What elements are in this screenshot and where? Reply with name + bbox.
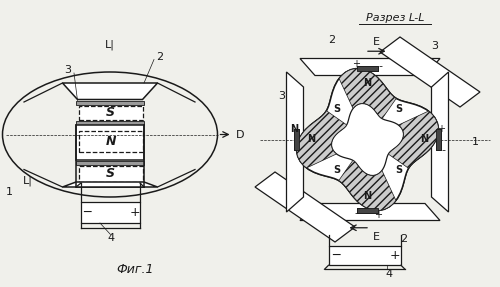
Text: N: N [364,78,372,88]
Text: +: + [390,249,400,262]
Text: S: S [395,165,402,175]
Polygon shape [296,69,438,210]
Text: -: - [442,146,446,156]
Text: ─: ─ [332,249,340,262]
Text: 2: 2 [328,34,335,44]
Text: N: N [420,135,428,144]
Polygon shape [357,66,378,71]
Polygon shape [76,121,144,125]
Text: N: N [307,135,315,144]
Polygon shape [357,208,378,213]
Text: -: - [378,61,382,71]
Polygon shape [357,66,378,71]
Text: +: + [374,210,382,220]
Polygon shape [332,103,404,176]
Polygon shape [339,160,396,210]
Text: ─: ─ [84,206,91,219]
Text: 2: 2 [156,52,164,62]
Text: 3: 3 [64,65,71,75]
Polygon shape [380,37,480,107]
Text: E: E [373,232,380,242]
Polygon shape [300,203,440,220]
Polygon shape [255,172,355,242]
Text: L|: L| [105,39,115,50]
Bar [81,202,140,223]
Polygon shape [296,111,346,168]
Text: 3: 3 [432,40,438,51]
Polygon shape [286,72,304,212]
Text: D: D [236,129,244,139]
Text: 3: 3 [278,90,285,100]
Bar [78,106,142,119]
Polygon shape [76,183,144,187]
Text: S: S [106,106,115,119]
Text: +: + [352,59,360,69]
Text: 4: 4 [107,233,114,243]
Bar [76,125,144,160]
Polygon shape [388,111,438,168]
Polygon shape [436,129,442,150]
Text: L|: L| [22,176,32,186]
Bar [328,246,401,265]
Bar [78,166,142,182]
Polygon shape [432,72,448,212]
Text: Разрез L-L: Разрез L-L [366,13,424,23]
Polygon shape [62,83,158,100]
Text: 1: 1 [472,137,478,147]
Text: N: N [364,191,372,201]
Polygon shape [300,59,440,75]
Polygon shape [388,111,438,168]
Text: N: N [290,123,298,133]
Text: 1: 1 [6,187,12,197]
Polygon shape [339,160,396,210]
Text: +: + [437,123,445,133]
Polygon shape [357,208,378,213]
Text: S: S [333,165,340,175]
Text: E: E [373,37,380,47]
Text: +: + [130,206,140,219]
Polygon shape [339,69,396,119]
Polygon shape [76,100,144,105]
Polygon shape [296,111,346,168]
Polygon shape [296,69,438,210]
Polygon shape [294,129,298,150]
Text: S: S [395,104,402,114]
Text: 4: 4 [385,269,392,279]
Bar [78,131,142,152]
Text: Фиг.1: Фиг.1 [116,263,154,276]
Text: 2: 2 [400,234,407,245]
Polygon shape [62,182,158,187]
Text: -: - [354,208,358,218]
Polygon shape [339,69,396,119]
Polygon shape [332,103,404,176]
Polygon shape [436,129,442,150]
Text: S: S [333,104,340,114]
Text: N: N [106,135,116,148]
Text: S: S [106,167,115,180]
Polygon shape [294,129,298,150]
Polygon shape [76,160,144,164]
